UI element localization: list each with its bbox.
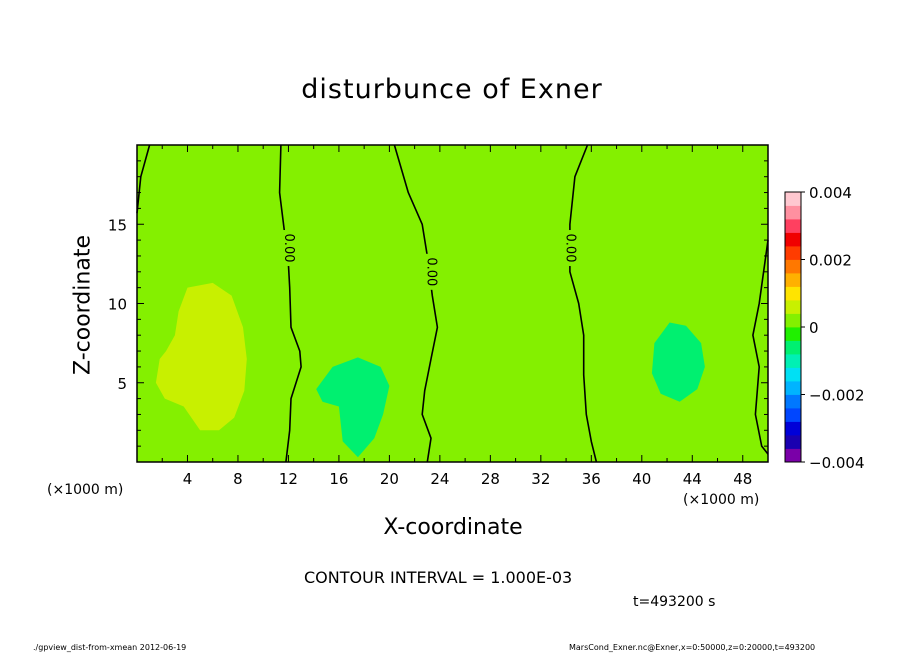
contour-label-bg-1 xyxy=(423,253,440,290)
shaded-region-1 xyxy=(316,357,390,458)
colorbar-swatch-9 xyxy=(785,327,801,341)
x-tick-label-7: 32 xyxy=(531,470,550,488)
contour-interval-text: CONTOUR INTERVAL = 1.000E-03 xyxy=(304,568,573,587)
x-tick-label-5: 24 xyxy=(430,470,449,488)
x-unit-right: (×1000 m) xyxy=(683,492,760,508)
colorbar-swatch-0 xyxy=(785,448,801,463)
colorbar-swatch-16 xyxy=(785,232,801,247)
colorbar-swatch-4 xyxy=(785,394,801,409)
colorbar-label-0: 0.004 xyxy=(809,184,852,202)
x-axis-label: X-coordinate xyxy=(383,515,523,540)
footer-right: MarsCond_Exner.nc@Exner,x=0:50000,z=0:20… xyxy=(569,643,816,652)
colorbar-swatch-12 xyxy=(785,286,801,301)
colorbar-label-3: −0.002 xyxy=(809,387,865,405)
contour-label-0: 0.00 xyxy=(281,234,296,263)
colorbar-swatch-19 xyxy=(785,192,801,206)
shaded-region-0 xyxy=(155,282,247,431)
colorbar-swatch-14 xyxy=(785,259,801,274)
colorbar-swatch-18 xyxy=(785,205,801,220)
x-tick-label-3: 16 xyxy=(329,470,348,488)
x-tick-label-8: 36 xyxy=(582,470,601,488)
x-tick-label-11: 48 xyxy=(733,470,752,488)
colorbar-swatch-10 xyxy=(785,313,801,328)
colorbar-swatch-1 xyxy=(785,435,801,449)
y-tick-label-1: 10 xyxy=(108,296,127,314)
zero-contour-4 xyxy=(752,239,769,455)
colorbar-swatch-7 xyxy=(785,354,801,368)
contour-label-bg-0 xyxy=(280,230,297,267)
colorbar-swatch-11 xyxy=(785,300,801,314)
shaded-region-2 xyxy=(651,322,705,402)
colorbar-label-2: 0 xyxy=(809,319,819,337)
colorbar-swatch-8 xyxy=(785,340,801,355)
time-label: t=493200 s xyxy=(633,594,716,610)
colorbar-swatch-15 xyxy=(785,246,801,260)
field-background xyxy=(137,145,768,462)
colorbar-label-4: −0.004 xyxy=(809,454,865,472)
colorbar-swatch-5 xyxy=(785,381,801,395)
x-tick-label-4: 20 xyxy=(380,470,399,488)
x-tick-label-0: 4 xyxy=(183,470,193,488)
x-tick-label-6: 28 xyxy=(481,470,500,488)
footer-left: ./gpview_dist-from-xmean 2012-06-19 xyxy=(33,643,187,652)
colorbar-swatch-3 xyxy=(785,408,801,422)
contour-label-2: 0.00 xyxy=(562,234,577,263)
contour-label-bg-2 xyxy=(561,230,578,267)
colorbar-swatch-17 xyxy=(785,219,801,233)
zero-contour-2 xyxy=(393,144,439,463)
y-tick-label-2: 15 xyxy=(108,216,127,234)
x-tick-label-2: 12 xyxy=(279,470,298,488)
colorbar-swatch-2 xyxy=(785,421,801,436)
x-tick-label-10: 44 xyxy=(683,470,702,488)
zero-contour-1 xyxy=(278,144,302,463)
x-unit-left: (×1000 m) xyxy=(47,482,124,498)
colorbar-label-1: 0.002 xyxy=(809,252,852,270)
colorbar-swatch-6 xyxy=(785,367,801,382)
chart-title: disturbunce of Exner xyxy=(301,74,603,105)
y-tick-label-0: 5 xyxy=(117,375,127,393)
colorbar-swatch-13 xyxy=(785,273,801,287)
contour-label-1: 0.00 xyxy=(424,257,439,286)
y-axis-label: Z-coordinate xyxy=(70,235,96,375)
x-tick-label-1: 8 xyxy=(233,470,243,488)
x-tick-label-9: 40 xyxy=(632,470,651,488)
zero-contour-3 xyxy=(569,144,598,463)
